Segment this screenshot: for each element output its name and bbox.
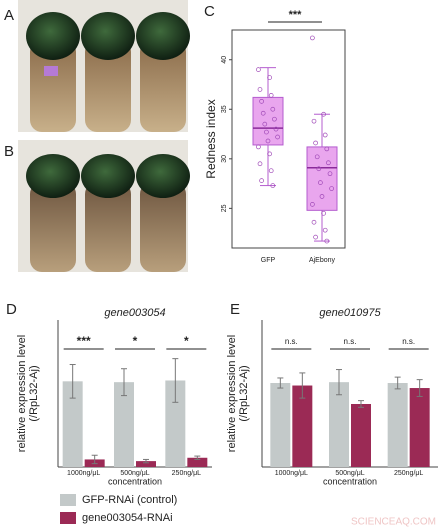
x-tick-label: 1000ng/μL [67, 470, 100, 477]
point [314, 154, 320, 160]
point [324, 238, 330, 244]
point [268, 93, 274, 98]
y-axis-label: (/RpL32-Aj) [238, 365, 250, 421]
plot-frame [231, 29, 346, 249]
x-tick-label: GFP [261, 257, 276, 264]
legend-label: GFP-RNAi (control) [82, 494, 177, 506]
annotation: * [133, 334, 138, 348]
point [259, 98, 264, 104]
bar [270, 383, 291, 467]
point [268, 168, 274, 174]
point [260, 110, 266, 116]
annotation: n.s. [344, 337, 357, 346]
bar [292, 385, 313, 467]
y-tick-label: 30 [221, 155, 228, 163]
point [256, 144, 261, 150]
bar [187, 457, 208, 467]
point [270, 183, 276, 188]
point [324, 146, 330, 152]
photo-a [18, 0, 190, 132]
point [310, 202, 315, 207]
point [257, 161, 263, 167]
point [267, 75, 272, 80]
x-tick-label: 500ng/μL [335, 470, 364, 477]
point [257, 87, 263, 92]
x-axis-label: concentration [108, 476, 162, 486]
point [313, 234, 318, 240]
panel-label: D [6, 301, 17, 318]
watermark: SCIENCEAQ.COM [351, 517, 436, 528]
x-tick-label: 250ng/μL [394, 470, 423, 477]
box [252, 96, 284, 146]
point [322, 227, 328, 233]
bar [387, 383, 408, 467]
bar [351, 404, 371, 467]
point [321, 210, 326, 216]
point [318, 180, 323, 185]
point [265, 138, 271, 144]
annotation: n.s. [402, 337, 415, 346]
point [310, 35, 315, 41]
chart-title: gene010975 [319, 307, 381, 319]
point [259, 178, 264, 183]
chart-title: gene003054 [104, 307, 165, 319]
x-tick-label: 1000ng/μL [275, 470, 308, 477]
point [322, 132, 328, 138]
point [313, 140, 318, 146]
point [272, 116, 277, 122]
annotation: *** [77, 334, 91, 348]
panel-label: B [4, 143, 14, 160]
point [267, 151, 272, 157]
point [270, 106, 276, 112]
panel-label: E [230, 301, 240, 318]
bar [114, 382, 134, 467]
point [327, 171, 333, 177]
y-tick-label: 40 [221, 56, 228, 64]
y-axis-label: relative expression level [16, 335, 28, 452]
y-axis-label: Redness index [204, 99, 218, 178]
point [311, 219, 317, 225]
point [321, 111, 326, 117]
point [262, 121, 268, 127]
y-tick-label: 25 [221, 204, 228, 212]
point [311, 118, 317, 124]
x-axis-label: concentration [323, 476, 377, 486]
point [319, 194, 325, 199]
box [306, 146, 338, 211]
point [329, 186, 334, 191]
point [316, 166, 322, 172]
bar [62, 381, 83, 467]
significance: *** [289, 9, 303, 21]
point [264, 129, 269, 135]
photo-b [18, 140, 190, 272]
y-axis-label: relative expression level [226, 335, 238, 452]
x-tick-label: AjEbony [309, 257, 336, 264]
legend-swatch [60, 512, 76, 524]
bar [409, 388, 430, 467]
annotation: * [184, 334, 189, 348]
panel-label: C [204, 3, 215, 20]
y-tick-label: 35 [221, 105, 228, 113]
point [256, 67, 261, 72]
point [275, 134, 280, 140]
x-tick-label: 500ng/μL [120, 470, 149, 477]
y-axis-label: (/RpL32-Aj) [28, 365, 40, 421]
panel-label: A [4, 7, 14, 24]
annotation: n.s. [285, 337, 298, 346]
legend-swatch [60, 494, 76, 506]
bar [329, 382, 349, 467]
bar [165, 380, 186, 467]
legend-label: gene003054-RNAi [82, 512, 173, 524]
point [273, 126, 279, 132]
point [326, 160, 331, 166]
bar [136, 461, 156, 467]
x-tick-label: 250ng/μL [172, 470, 201, 477]
